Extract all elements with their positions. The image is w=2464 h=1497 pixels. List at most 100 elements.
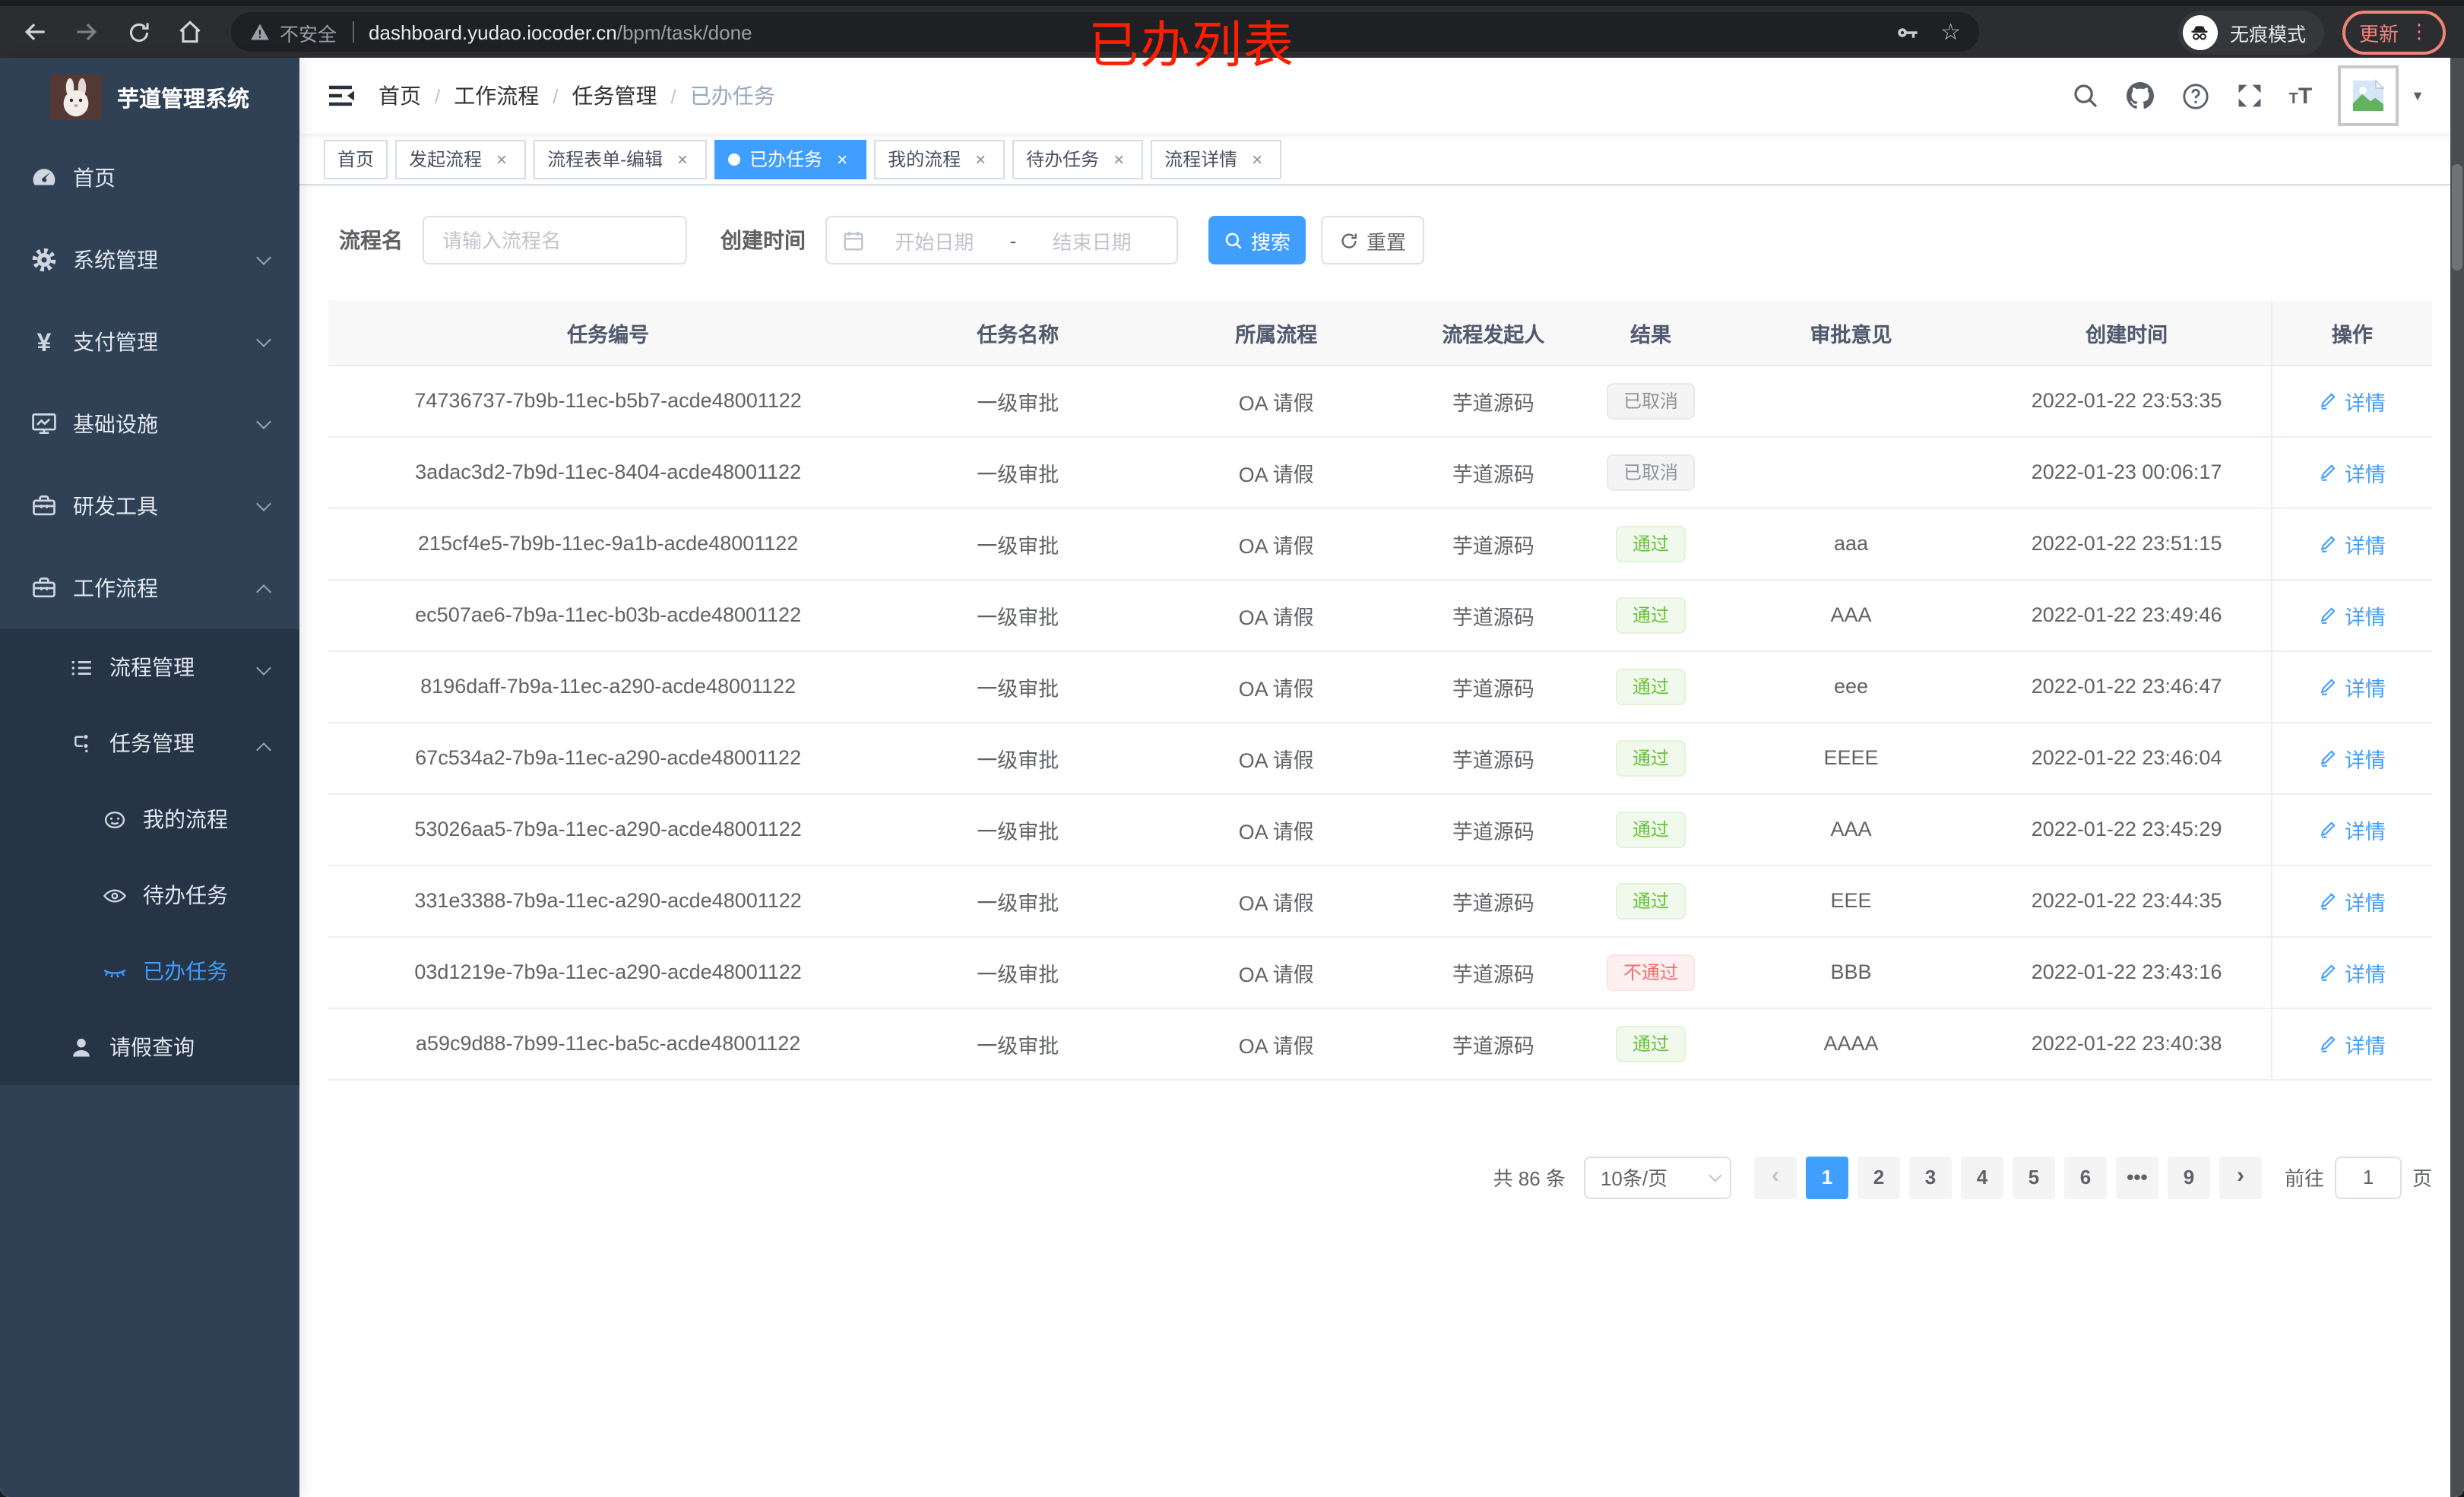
- close-icon[interactable]: ×: [496, 148, 508, 169]
- process-name-input[interactable]: [423, 216, 687, 264]
- sidebar-item-my-process[interactable]: 我的流程: [0, 781, 299, 857]
- detail-label: 详情: [2344, 391, 2386, 414]
- password-key-icon[interactable]: [1893, 19, 1919, 45]
- tab-start-process[interactable]: 发起流程 ×: [395, 139, 527, 179]
- home-button[interactable]: [170, 12, 210, 52]
- more-pages-button[interactable]: •••: [2115, 1156, 2158, 1198]
- sidebar-item-process-mgmt[interactable]: 流程管理: [0, 629, 299, 705]
- help-icon[interactable]: [2181, 81, 2210, 110]
- process-name-label: 流程名: [339, 228, 403, 252]
- sidebar-item-label: 支付管理: [73, 330, 158, 354]
- breadcrumb-workflow[interactable]: 工作流程: [454, 84, 540, 108]
- search-button[interactable]: 搜索: [1208, 216, 1306, 264]
- action-cell: 详情: [2270, 650, 2432, 723]
- detail-link[interactable]: 详情: [2319, 957, 2386, 987]
- detail-link[interactable]: 详情: [2319, 528, 2386, 559]
- date-range-picker[interactable]: 开始日期 - 结束日期: [825, 216, 1178, 264]
- security-chip[interactable]: 不安全: [249, 17, 337, 46]
- sidebar-item-todo-tasks[interactable]: 待办任务: [0, 857, 299, 933]
- page-button-6[interactable]: 6: [2063, 1156, 2107, 1198]
- update-button[interactable]: 更新 ⋮: [2342, 10, 2446, 54]
- breadcrumb-home[interactable]: 首页: [378, 84, 421, 108]
- status-badge: 已取消: [1607, 382, 1696, 419]
- sidebar-item-payment[interactable]: ¥ 支付管理: [0, 301, 299, 383]
- font-size-icon[interactable]: TT: [2288, 83, 2313, 109]
- detail-label: 详情: [2344, 963, 2386, 986]
- page-button-1[interactable]: 1: [1805, 1156, 1848, 1198]
- search-button-label: 搜索: [1250, 230, 1291, 253]
- process-name: OA 请假: [1148, 865, 1405, 937]
- detail-link[interactable]: 详情: [2319, 457, 2386, 487]
- close-icon[interactable]: ×: [1252, 148, 1263, 169]
- person-icon: [67, 1033, 94, 1061]
- tab-home[interactable]: 首页: [324, 139, 388, 179]
- page-button-9[interactable]: 9: [2167, 1156, 2210, 1198]
- process-starter: 芋道源码: [1405, 722, 1582, 794]
- detail-label: 详情: [2344, 891, 2386, 914]
- forward-button[interactable]: [67, 12, 106, 52]
- browser-menu-icon[interactable]: ⋮: [2409, 20, 2429, 43]
- tab-form-edit[interactable]: 流程表单-编辑 ×: [534, 139, 708, 179]
- overlay-annotation: 已办列表: [1088, 17, 1295, 73]
- reset-button[interactable]: 重置: [1321, 216, 1424, 264]
- task-name: 一级审批: [888, 865, 1148, 937]
- bookmark-star-icon[interactable]: ☆: [1940, 20, 1961, 46]
- scrollbar-thumb[interactable]: [2452, 164, 2462, 271]
- task-id: 215cf4e5-7b9b-11ec-9a1b-acde48001122: [328, 508, 888, 580]
- sidebar-item-devtools[interactable]: 研发工具: [0, 465, 299, 547]
- tab-my-process[interactable]: 我的流程 ×: [874, 139, 1006, 179]
- page-size-select[interactable]: 10条/页: [1583, 1156, 1731, 1198]
- goto-page-input[interactable]: [2334, 1156, 2402, 1198]
- detail-link[interactable]: 详情: [2319, 385, 2386, 416]
- page-button-5[interactable]: 5: [2012, 1156, 2055, 1198]
- window-scrollbar[interactable]: [2450, 58, 2464, 1497]
- detail-link[interactable]: 详情: [2319, 671, 2386, 701]
- incognito-icon: [2182, 14, 2218, 49]
- close-icon[interactable]: ×: [1113, 148, 1125, 169]
- back-button[interactable]: [15, 12, 55, 52]
- col-result: 结果: [1582, 301, 1720, 366]
- reload-button[interactable]: [119, 12, 158, 52]
- close-icon[interactable]: ×: [677, 148, 689, 169]
- detail-label: 详情: [2344, 463, 2386, 486]
- sidebar-item-system[interactable]: 系统管理: [0, 219, 299, 301]
- avatar[interactable]: [2338, 65, 2399, 126]
- detail-link[interactable]: 详情: [2319, 600, 2386, 630]
- sidebar-collapse-button[interactable]: [324, 79, 357, 112]
- github-icon[interactable]: [2125, 81, 2155, 111]
- page-button-2[interactable]: 2: [1857, 1156, 1900, 1198]
- sidebar-item-home[interactable]: 首页: [0, 137, 299, 219]
- close-icon[interactable]: ×: [975, 148, 987, 169]
- prev-page-button[interactable]: ‹: [1753, 1156, 1797, 1198]
- tab-todo-tasks[interactable]: 待办任务 ×: [1012, 139, 1144, 179]
- next-page-button[interactable]: ›: [2219, 1156, 2262, 1198]
- sidebar-item-infra[interactable]: 基础设施: [0, 383, 299, 465]
- sidebar-item-done-tasks[interactable]: 已办任务: [0, 933, 299, 1009]
- refresh-icon: [1341, 233, 1357, 248]
- detail-label: 详情: [2344, 677, 2386, 700]
- user-menu-caret-icon[interactable]: ▼: [2411, 88, 2424, 103]
- sidebar-item-workflow[interactable]: 工作流程: [0, 547, 299, 629]
- breadcrumb-task-mgmt[interactable]: 任务管理: [572, 84, 657, 108]
- created-time: 2022-01-23 00:06:17: [1982, 436, 2272, 508]
- page-button-4[interactable]: 4: [1960, 1156, 2003, 1198]
- logo-row[interactable]: 芋道管理系统: [0, 58, 299, 137]
- close-icon[interactable]: ×: [837, 148, 848, 169]
- detail-link[interactable]: 详情: [2319, 742, 2386, 773]
- chevron-down-icon: [256, 414, 271, 429]
- page-button-3[interactable]: 3: [1908, 1156, 1952, 1198]
- tab-done-tasks[interactable]: 已办任务 ×: [714, 139, 867, 179]
- tab-process-detail[interactable]: 流程详情 ×: [1151, 139, 1282, 179]
- fullscreen-icon[interactable]: [2236, 82, 2263, 109]
- detail-link[interactable]: 详情: [2319, 1028, 2386, 1059]
- task-name: 一级审批: [888, 1008, 1148, 1080]
- detail-link[interactable]: 详情: [2319, 885, 2386, 916]
- detail-link[interactable]: 详情: [2319, 814, 2386, 844]
- end-date-placeholder: 结束日期: [1052, 230, 1132, 253]
- sidebar-item-task-mgmt[interactable]: 任务管理: [0, 705, 299, 781]
- address-bar[interactable]: 不安全 dashboard.yudao.iocoder.cn/bpm/task/…: [231, 12, 1979, 52]
- sidebar-item-leave-query[interactable]: 请假查询: [0, 1009, 299, 1085]
- search-icon[interactable]: [2072, 82, 2099, 109]
- created-time: 2022-01-22 23:43:16: [1982, 936, 2272, 1008]
- logo-avatar: [50, 74, 102, 120]
